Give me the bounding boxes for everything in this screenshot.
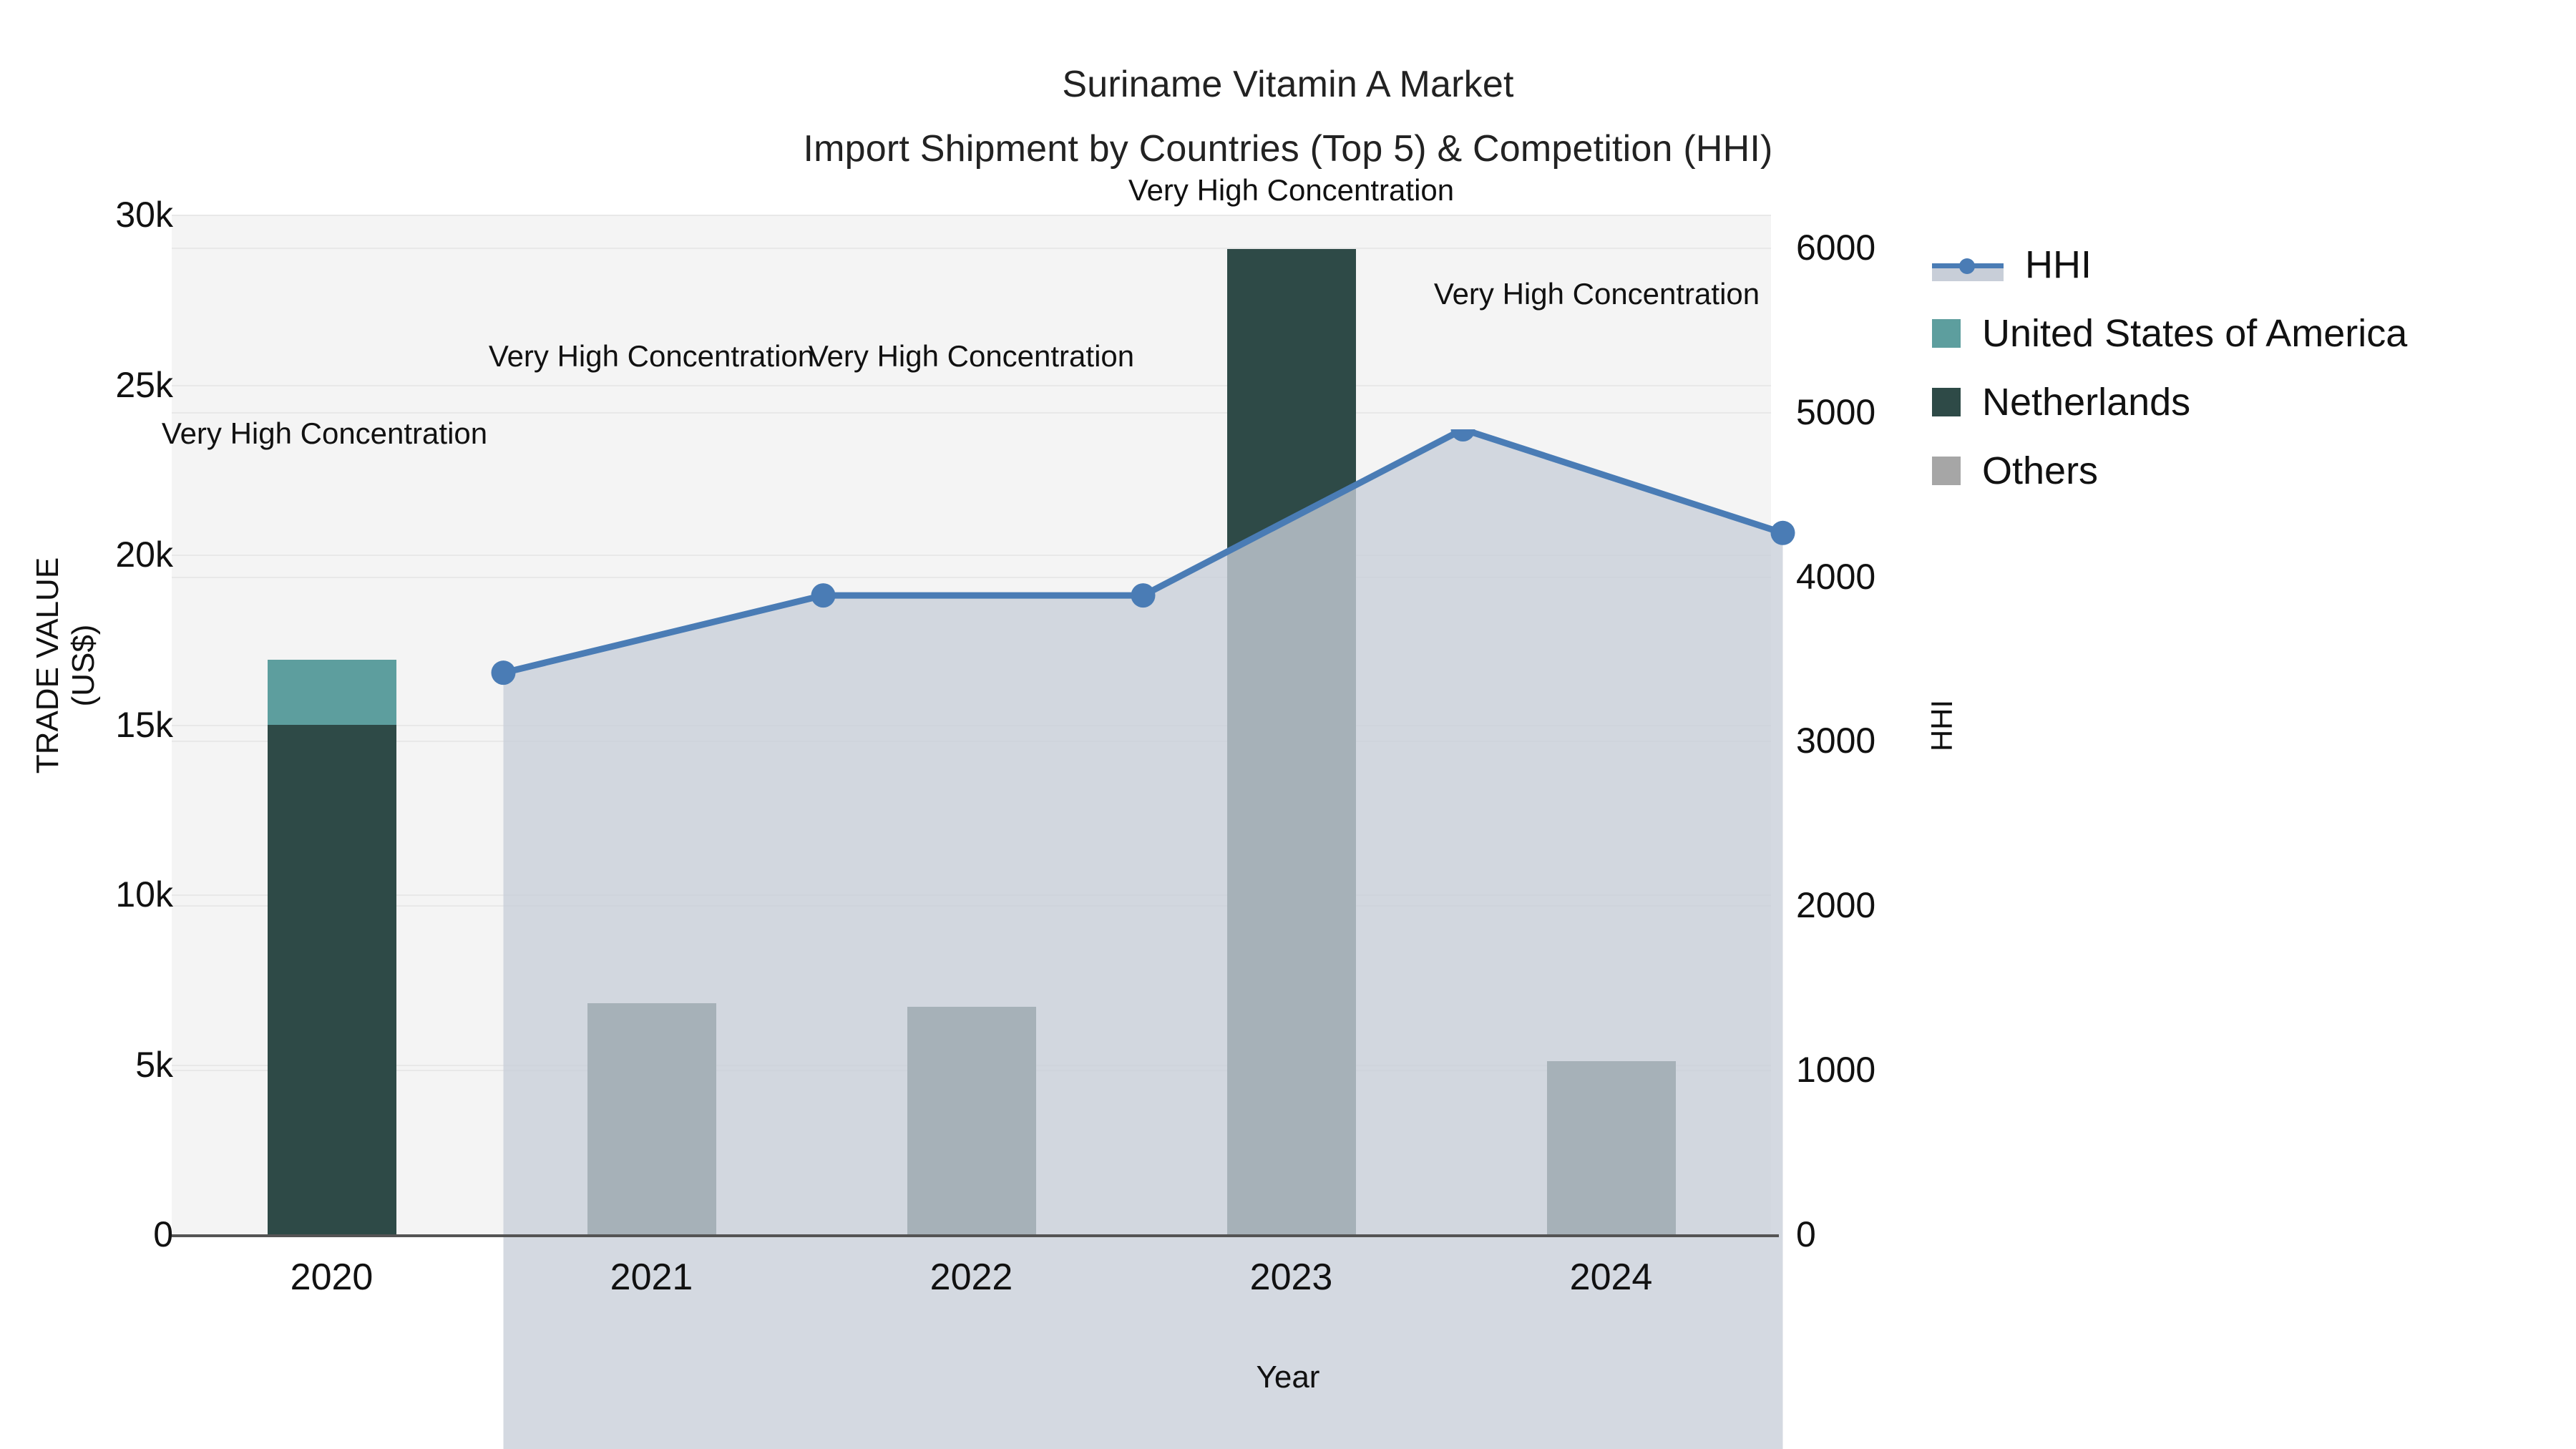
legend-swatch-icon (1932, 319, 1961, 348)
x-axis-line (172, 1234, 1779, 1237)
bar-segment-netherlands (1546, 1060, 1676, 1234)
gridline (172, 215, 1771, 216)
gridline (172, 576, 1771, 578)
x-axis-tick-2023: 2023 (1249, 1257, 1333, 1298)
legend: HHI United States of America Netherlands Ot… (1932, 230, 2407, 505)
y-axis-right-tick: 5000 (1796, 391, 1876, 432)
legend-item-united-states-of-america[interactable]: United States of America (1932, 299, 2407, 368)
hhi-line (502, 429, 1784, 676)
legend-swatch-icon (1932, 388, 1961, 416)
gridline (172, 894, 1771, 896)
x-axis-tick-2022: 2022 (930, 1257, 1013, 1298)
x-axis-tick-2021: 2021 (610, 1257, 693, 1298)
hhi-marker-icon (1959, 258, 1975, 274)
hhi-line-icon (1932, 250, 2004, 281)
bar-segment-netherlands (267, 724, 396, 1234)
y-axis-right-tick: 2000 (1796, 885, 1876, 926)
y-axis-left-tick: 25k (115, 364, 173, 405)
hhi-point-2022 (1131, 583, 1156, 608)
legend-item-label: Others (1982, 449, 2099, 492)
hhi-data-points (491, 429, 1795, 686)
x-axis-tick-2020: 2020 (290, 1257, 374, 1298)
gridline (172, 247, 1771, 249)
y-axis-right-tick: 0 (1796, 1214, 1816, 1254)
hhi-area-swatch (1932, 268, 2004, 281)
y-axis-right-label: HHI (1925, 699, 1958, 752)
hhi-point-2023 (1450, 429, 1475, 441)
y-axis-left-tick: 30k (115, 195, 173, 235)
annotation-2023: Very High Concentration (1128, 173, 1455, 207)
legend-item-others[interactable]: Others (1932, 436, 2407, 505)
bar-segment-netherlands (587, 1003, 716, 1234)
legend-item-netherlands[interactable]: Netherlands (1932, 368, 2407, 436)
legend-swatch-icon (1932, 457, 1961, 485)
chart-title-line1: Suriname Vitamin A Market (1062, 64, 1514, 105)
hhi-point-2021 (811, 583, 836, 608)
legend-item-label: HHI (2025, 243, 2092, 286)
legend-item-label: Netherlands (1982, 381, 2191, 424)
annotation-2020: Very High Concentration (161, 416, 488, 451)
y-axis-left-tick: 5k (135, 1044, 173, 1085)
y-axis-left-tick: 10k (115, 874, 173, 914)
bar-segment-netherlands (1226, 248, 1356, 1234)
x-axis-label: Year (1256, 1360, 1320, 1395)
y-axis-left-tick: 0 (153, 1214, 173, 1254)
gridline (172, 411, 1771, 414)
gridline (172, 724, 1771, 726)
bar-segment-united-states-of-america (267, 660, 396, 725)
bar-segment-netherlands (907, 1006, 1036, 1234)
chart-title-line2: Import Shipment by Countries (Top 5) & C… (803, 128, 1773, 170)
y-axis-right-tick: 4000 (1796, 556, 1876, 597)
gridline (172, 741, 1771, 743)
annotation-2021: Very High Concentration (488, 339, 815, 374)
y-axis-right-tick: 1000 (1796, 1050, 1876, 1091)
hhi-point-2020 (491, 660, 516, 686)
y-axis-left-label: TRADE VALUE (US$) (30, 557, 101, 774)
gridline (172, 555, 1771, 556)
annotation-2022: Very High Concentration (808, 339, 1135, 374)
y-axis-right-tick: 3000 (1796, 721, 1876, 761)
legend-item-hhi[interactable]: HHI (1932, 230, 2407, 299)
gridline (172, 384, 1771, 386)
hhi-point-2024 (1770, 520, 1795, 545)
hhi-overlay (491, 429, 1795, 1449)
gridline (172, 905, 1771, 907)
y-axis-right-tick: 6000 (1796, 227, 1876, 268)
legend-item-label: United States of America (1982, 312, 2408, 355)
annotation-2024: Very High Concentration (1433, 276, 1760, 311)
y-axis-left-tick: 15k (115, 704, 173, 745)
x-axis-tick-2024: 2024 (1569, 1257, 1653, 1298)
y-axis-left-tick: 20k (115, 535, 173, 575)
